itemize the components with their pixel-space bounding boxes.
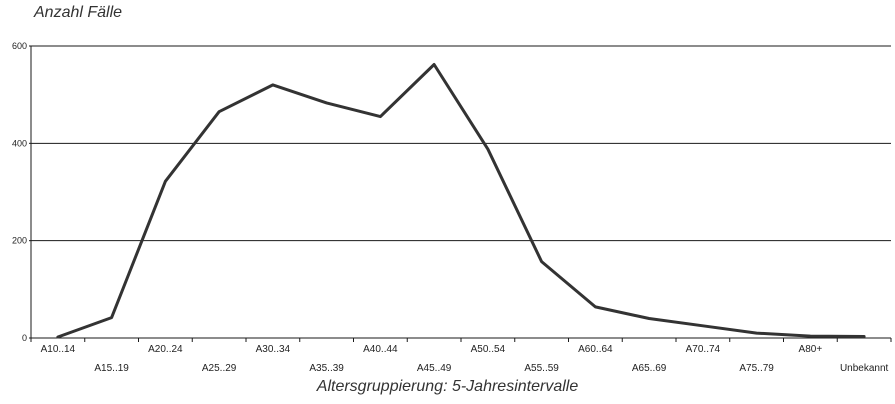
- y-axis-title: Anzahl Fälle: [34, 4, 123, 21]
- series-line-0: [56, 63, 866, 339]
- y-tick-label-200: 200: [12, 236, 27, 246]
- x-axis-title: Altersgruppierung: 5-Jahresintervalle: [316, 378, 579, 395]
- x-tick-label-A40..44: A40..44: [363, 344, 398, 355]
- x-tick-label-A30..34: A30..34: [256, 344, 291, 355]
- x-tick-label-Unbekannt: Unbekannt: [840, 363, 889, 374]
- x-tick-label-A35..39: A35..39: [309, 363, 344, 374]
- y-tick-label-0: 0: [22, 333, 27, 343]
- x-tick-label-A10..14: A10..14: [41, 344, 76, 355]
- x-tick-label-A80+: A80+: [799, 344, 823, 355]
- x-tick-label-A15..19: A15..19: [94, 363, 129, 374]
- y-tick-label-600: 600: [12, 41, 27, 51]
- x-tick-label-A60..64: A60..64: [578, 344, 613, 355]
- x-tick-label-A65..69: A65..69: [632, 363, 667, 374]
- y-tick-label-400: 400: [12, 138, 27, 148]
- x-tick-label-A70..74: A70..74: [686, 344, 721, 355]
- x-tick-label-A20..24: A20..24: [148, 344, 183, 355]
- x-tick-label-A25..29: A25..29: [202, 363, 237, 374]
- x-tick-label-A55..59: A55..59: [524, 363, 559, 374]
- x-tick-label-A75..79: A75..79: [739, 363, 774, 374]
- x-tick-label-A50..54: A50..54: [471, 344, 506, 355]
- x-tick-label-A45..49: A45..49: [417, 363, 452, 374]
